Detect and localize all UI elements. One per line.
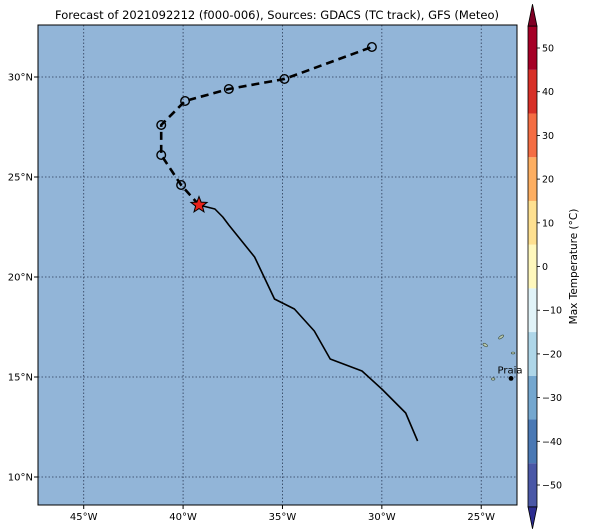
map-gridlines bbox=[38, 25, 517, 505]
colorbar-tick-label: 0 bbox=[542, 262, 548, 273]
forecast-track-line bbox=[159, 45, 373, 206]
island-shape bbox=[498, 334, 504, 340]
colorbar: −50 −40 −30 −20 −10 0 10 20 30 40 50 bbox=[527, 4, 562, 529]
colorbar-segment bbox=[528, 69, 537, 114]
colorbar-tick-label: −10 bbox=[542, 306, 562, 317]
colorbar-segment bbox=[528, 419, 537, 464]
colorbar-over-arrow bbox=[527, 4, 538, 27]
lat-tick-label: 25°N bbox=[8, 173, 33, 184]
storm-tracks bbox=[156, 42, 516, 442]
lon-tick-label: 25°W bbox=[467, 512, 495, 523]
latitude-ticks: 10°N 15°N 20°N 25°N 30°N bbox=[8, 73, 38, 484]
colorbar-label: Max Temperature (°C) bbox=[568, 209, 580, 325]
lat-tick-label: 15°N bbox=[8, 373, 33, 384]
colorbar-tick-label: −40 bbox=[542, 437, 562, 448]
colorbar-tick-label: −20 bbox=[542, 349, 562, 360]
colorbar-tick-label: −30 bbox=[542, 393, 562, 404]
forecast-point-marker bbox=[156, 119, 167, 130]
colorbar-segment bbox=[528, 157, 537, 201]
island-shape bbox=[510, 351, 516, 355]
island-shape bbox=[482, 343, 488, 347]
lon-tick-label: 40°W bbox=[169, 512, 197, 523]
colorbar-under-arrow bbox=[527, 506, 538, 529]
longitude-ticks: 45°W 40°W 35°W 30°W 25°W bbox=[70, 505, 495, 523]
colorbar-tick-label: 40 bbox=[542, 87, 554, 98]
colorbar-tick-label: 30 bbox=[542, 131, 554, 142]
lat-tick-label: 20°N bbox=[8, 273, 33, 284]
colorbar-tick-label: 50 bbox=[542, 44, 554, 55]
colorbar-segment bbox=[528, 244, 537, 289]
current-position-star-icon bbox=[189, 195, 209, 214]
lon-tick-label: 30°W bbox=[368, 512, 396, 523]
forecast-point-marker bbox=[366, 42, 377, 53]
island-shape bbox=[491, 377, 496, 381]
colorbar-segment bbox=[528, 332, 537, 376]
ocean-background bbox=[38, 25, 517, 505]
lat-tick-label: 30°N bbox=[8, 73, 33, 84]
lon-tick-label: 35°W bbox=[269, 512, 297, 523]
forecast-point-marker bbox=[180, 95, 191, 106]
colorbar-tick-label: −50 bbox=[542, 481, 562, 492]
forecast-point-marker bbox=[223, 83, 234, 94]
map-frame bbox=[37, 24, 518, 506]
city-label: Praia bbox=[498, 365, 523, 376]
lon-tick-label: 45°W bbox=[70, 512, 98, 523]
colorbar-tick-label: 20 bbox=[542, 175, 554, 186]
forecast-point-marker bbox=[279, 73, 290, 84]
lat-tick-label: 10°N bbox=[8, 473, 33, 484]
figure-title: Forecast of 2021092212 (f000-006), Sourc… bbox=[55, 8, 499, 22]
city-marker-group: Praia bbox=[498, 365, 523, 381]
colorbar-segment bbox=[528, 375, 537, 420]
colorbar-tick-label: 10 bbox=[542, 218, 554, 229]
map-panel: 45°W 40°W 35°W 30°W 25°W 10°N 15°N 20°N 25°N 30°… bbox=[8, 24, 523, 523]
colorbar-segment bbox=[528, 288, 537, 333]
colorbar-segment bbox=[528, 113, 537, 158]
colorbar-segment bbox=[528, 26, 537, 70]
forecast-point-marker bbox=[176, 179, 187, 190]
colorbar-segment bbox=[528, 200, 537, 245]
city-dot bbox=[508, 376, 514, 381]
forecast-point-marker bbox=[156, 149, 167, 160]
colorbar-segment bbox=[528, 463, 537, 507]
observed-track-line bbox=[198, 204, 419, 442]
